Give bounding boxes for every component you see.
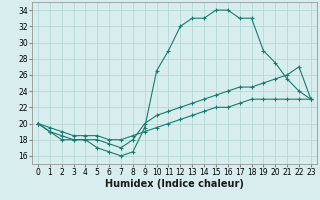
X-axis label: Humidex (Indice chaleur): Humidex (Indice chaleur) — [105, 179, 244, 189]
